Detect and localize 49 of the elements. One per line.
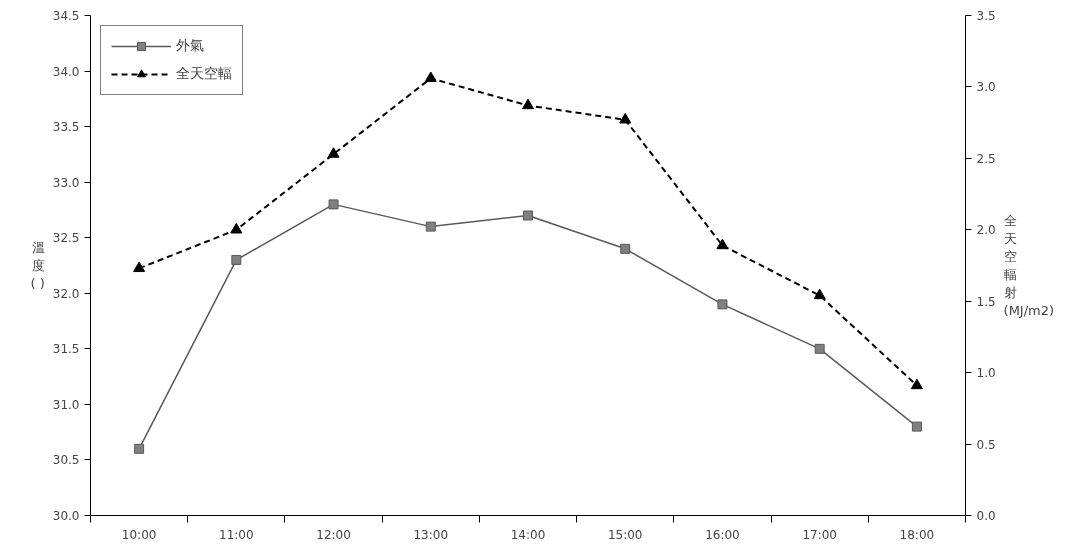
x-tick-label: 16:00 — [705, 527, 740, 542]
x-tick-label: 17:00 — [802, 527, 837, 542]
point — [327, 147, 340, 158]
x-tick-label: 13:00 — [413, 527, 449, 542]
point — [911, 421, 922, 432]
point — [717, 299, 728, 310]
point — [814, 343, 825, 354]
y2-tick-label: 0.0 — [976, 509, 996, 523]
y2-tick-label: 0.5 — [976, 437, 996, 452]
x-tick-label: 10:00 — [121, 527, 157, 542]
legend-label: 全天空輻 — [176, 65, 232, 83]
y2-tick-label: 1.5 — [976, 294, 996, 309]
y2-tick-label: 3.0 — [976, 80, 996, 95]
point — [134, 443, 145, 454]
point — [133, 261, 146, 273]
y-tick-label: 34.0 — [52, 64, 80, 79]
y-tick-label: 33.5 — [52, 120, 80, 135]
y2-tick-label: 2.0 — [976, 223, 996, 238]
point — [619, 112, 632, 124]
y2-axis-title: 全天空輻射(MJ/m2) — [1003, 213, 1055, 318]
point — [716, 238, 729, 250]
y-tick-label: 34.5 — [52, 9, 80, 23]
point — [910, 378, 923, 390]
y2-tick-label: 2.5 — [976, 151, 996, 166]
y-tick-label: 30.0 — [52, 509, 80, 523]
x-tick-label: 14:00 — [510, 527, 546, 542]
x-tick-label: 18:00 — [899, 527, 935, 542]
y-axis-title: 溫度( ) — [30, 240, 45, 291]
x-tick-label: 15:00 — [607, 527, 643, 542]
y-tick-label: 31.5 — [52, 342, 80, 357]
point — [328, 199, 339, 210]
point — [522, 98, 534, 110]
x-tick-label: 12:00 — [316, 527, 351, 542]
point — [620, 243, 631, 254]
point — [523, 210, 533, 221]
x-tick-label: 11:00 — [219, 527, 254, 542]
point — [230, 222, 243, 234]
y2-tick-label: 3.5 — [976, 9, 996, 23]
y-tick-label: 30.5 — [52, 453, 80, 468]
point — [231, 254, 242, 265]
y-tick-label: 33.0 — [52, 175, 80, 190]
legend-label: 外氣 — [176, 37, 204, 55]
point — [813, 288, 826, 300]
y-tick-label: 31.0 — [52, 397, 80, 412]
y-tick-label: 32.5 — [52, 231, 80, 246]
y2-tick-label: 1.0 — [976, 366, 996, 381]
point — [425, 221, 436, 232]
y-tick-label: 32.0 — [52, 286, 80, 301]
point — [424, 71, 437, 83]
